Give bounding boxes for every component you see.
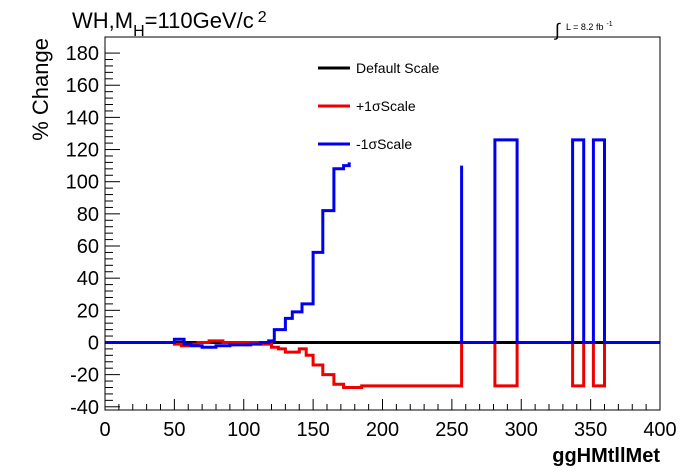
y-tick-label: 20 (77, 300, 99, 322)
series-line-3 (105, 162, 351, 349)
title-rest: =110GeV/c (145, 8, 254, 33)
series-layer (105, 138, 660, 389)
title-superscript: 2 (258, 9, 267, 26)
x-tick-label: 0 (99, 419, 110, 441)
title-main: WH,M (72, 8, 133, 33)
x-tick-label: 150 (296, 419, 329, 441)
chart-title: WH,MH=110GeV/c 2 (72, 8, 267, 40)
y-tick-label: 160 (66, 75, 99, 97)
y-tick-label: 80 (77, 204, 99, 226)
y-tick-label: 180 (66, 43, 99, 65)
x-tick-label: 400 (643, 419, 676, 441)
x-axis-title: ggHMtllMet (552, 445, 660, 467)
y-tick-label: 40 (77, 268, 99, 290)
x-tick-label: 200 (366, 419, 399, 441)
legend-label: +1σScale (356, 98, 416, 114)
y-tick-label: -40 (70, 397, 99, 419)
x-tick-label: 250 (435, 419, 468, 441)
legend-label: Default Scale (356, 60, 439, 76)
y-tick-label: 100 (66, 172, 99, 194)
lumi-superscript: -1 (606, 21, 612, 28)
lumi-text: L = 8.2 fb (566, 22, 603, 32)
axis-tick-labels: 0 50 100 150 200 250 300 350 400 -40 -20 0 20 40 60 80 1… (66, 43, 677, 441)
y-tick-label: 140 (66, 107, 99, 129)
y-axis-title: % Change (28, 38, 53, 141)
x-tick-label: 50 (163, 419, 185, 441)
title-subscript: H (133, 23, 145, 40)
axis-ticks (104, 52, 661, 410)
lumi-integral-symbol: ∫ (553, 20, 561, 40)
plot-frame (104, 36, 661, 411)
x-tick-label: 350 (574, 419, 607, 441)
y-tick-label: 0 (88, 332, 99, 354)
legend: Default Scale +1σScale -1σScale (318, 60, 439, 152)
y-tick-label: -20 (70, 365, 99, 387)
x-tick-label: 300 (505, 419, 538, 441)
lumi-label: L = 8.2 fb -1 (566, 21, 613, 32)
y-tick-label: 120 (66, 140, 99, 162)
y-tick-label: 60 (77, 236, 99, 258)
series-line-4 (460, 138, 660, 344)
x-tick-label: 100 (227, 419, 260, 441)
legend-label: -1σScale (356, 136, 412, 152)
